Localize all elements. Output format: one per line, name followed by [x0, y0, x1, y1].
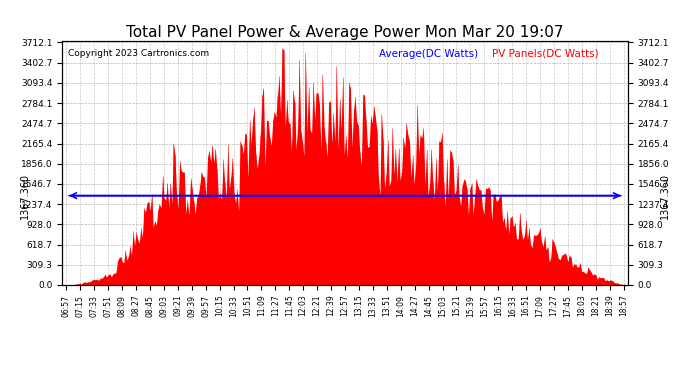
Text: PV Panels(DC Watts): PV Panels(DC Watts)	[492, 49, 599, 58]
Text: Average(DC Watts): Average(DC Watts)	[379, 49, 478, 58]
Text: Copyright 2023 Cartronics.com: Copyright 2023 Cartronics.com	[68, 49, 209, 58]
Text: 1367.360: 1367.360	[20, 172, 30, 219]
Text: 1367.360: 1367.360	[660, 172, 670, 219]
Title: Total PV Panel Power & Average Power Mon Mar 20 19:07: Total PV Panel Power & Average Power Mon…	[126, 25, 564, 40]
